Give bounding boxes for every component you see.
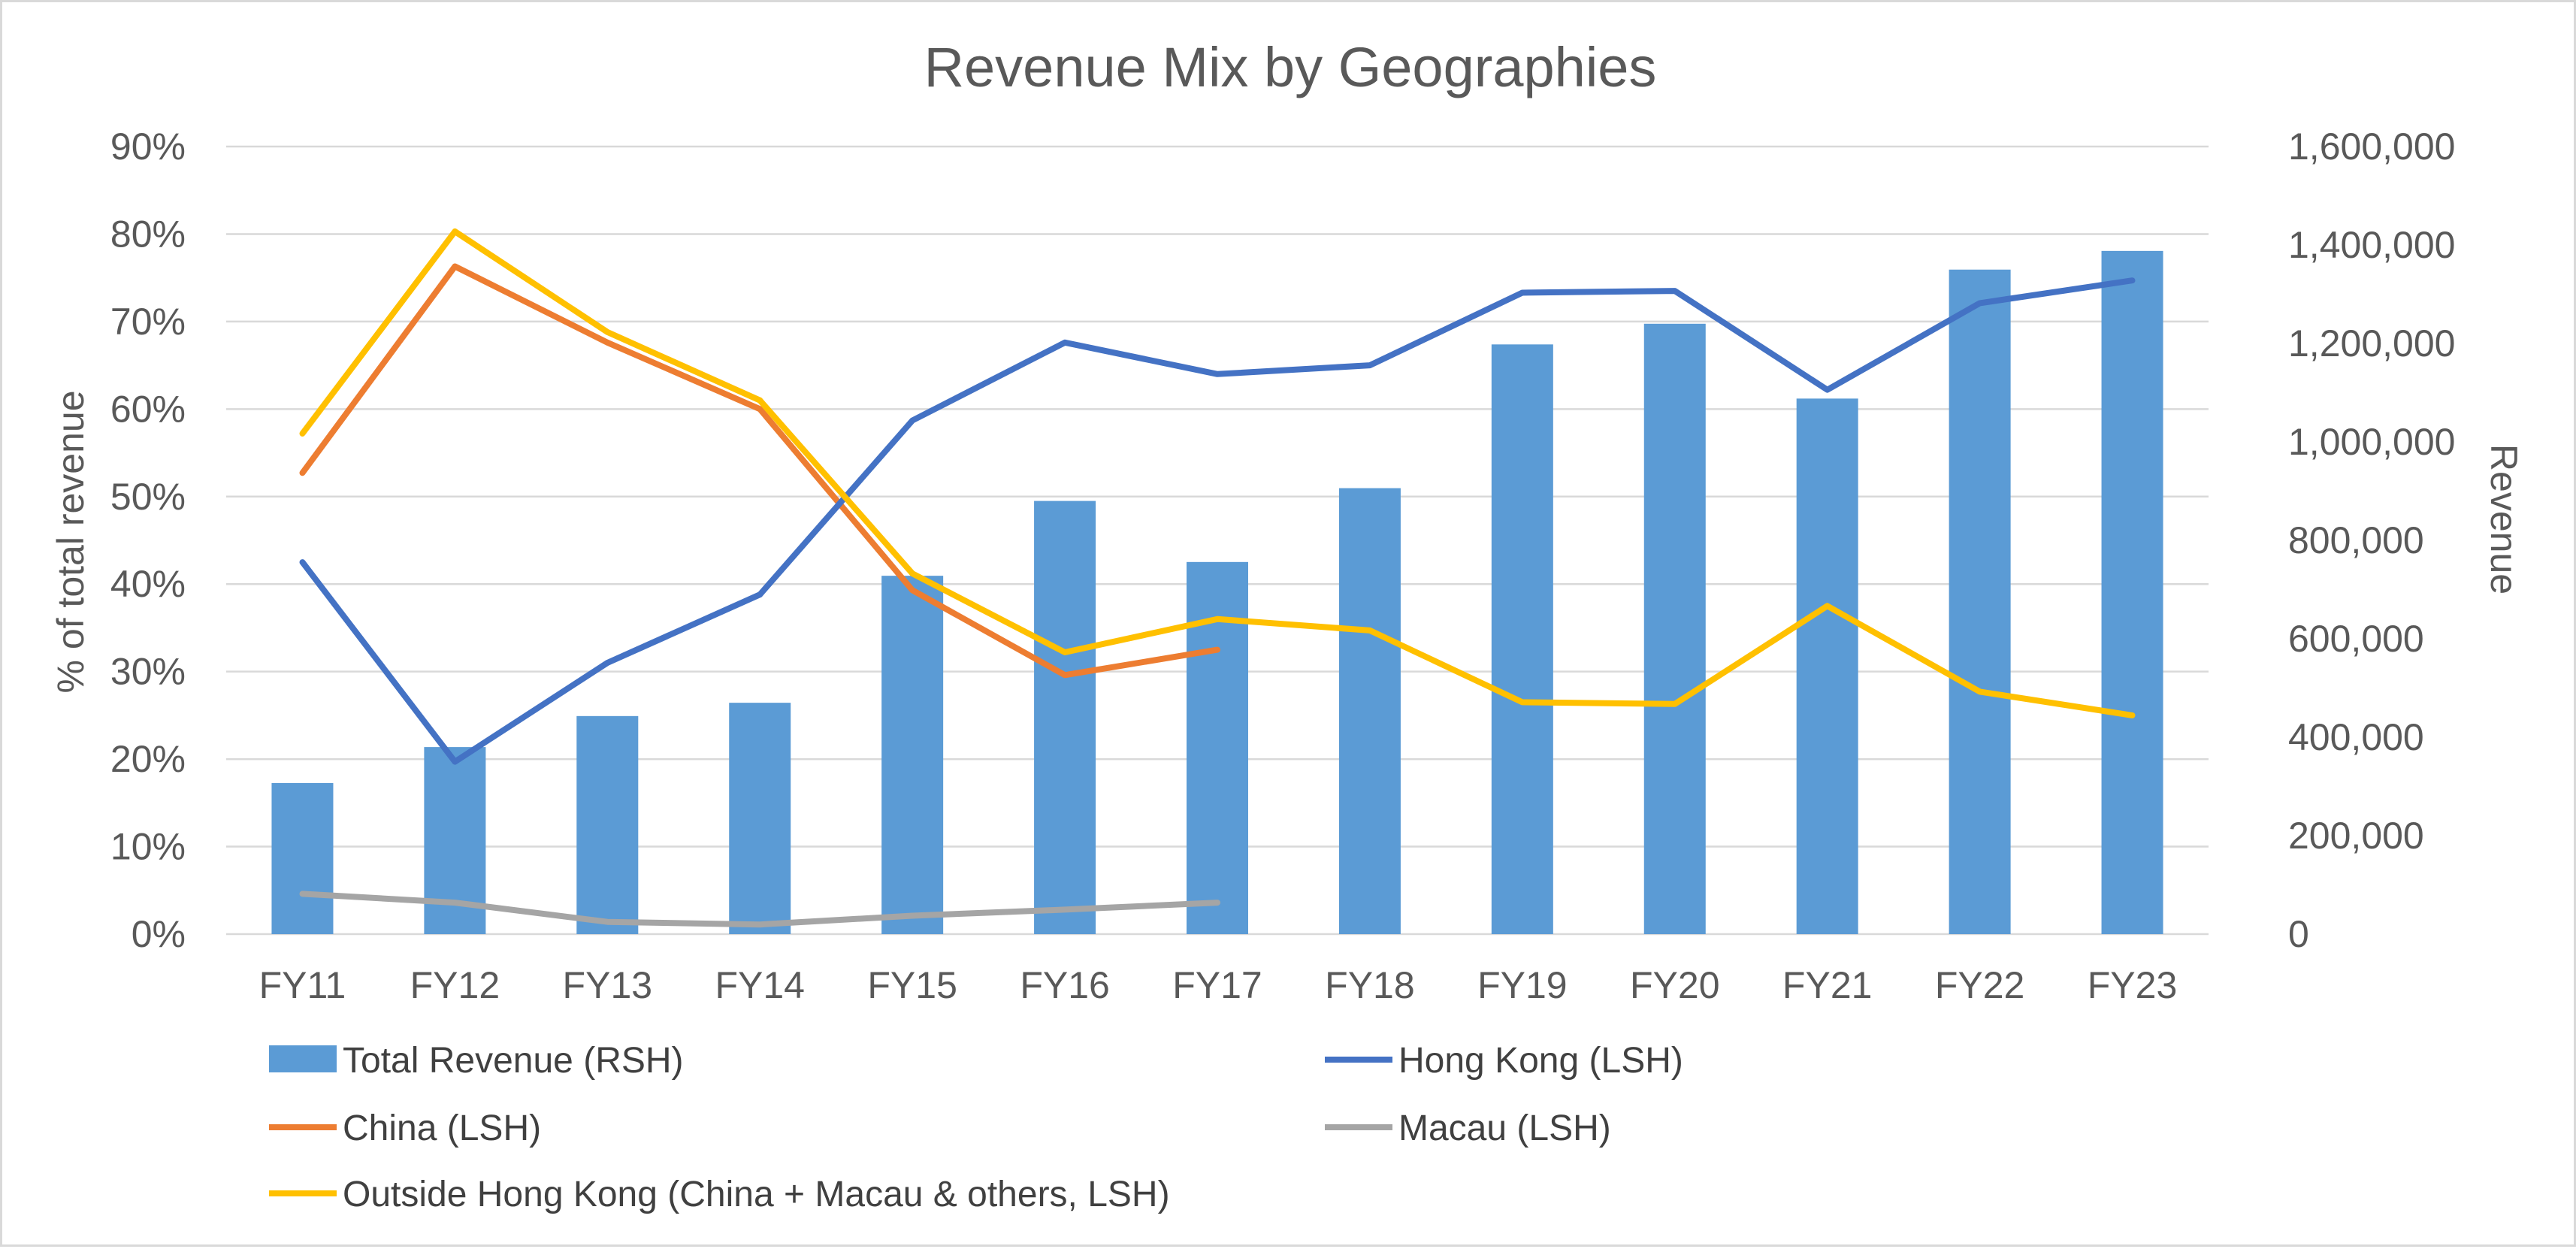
- right-tick-label: 200,000: [2288, 815, 2424, 857]
- bar-fy18: [1338, 488, 1401, 934]
- chart-title: Revenue Mix by Geographies: [924, 36, 1657, 98]
- x-tick-label-fy15: FY15: [867, 964, 957, 1006]
- x-tick-label-fy14: FY14: [715, 964, 805, 1006]
- x-axis-ticks: FY11 FY12 FY13 FY14 FY15 FY16 FY17 FY18 FY19 FY20…: [259, 964, 2178, 1006]
- legend-swatch: [269, 1045, 337, 1072]
- right-tick-label: 1,600,000: [2288, 126, 2455, 168]
- bar-fy15: [881, 576, 944, 934]
- left-tick-label: 30%: [110, 651, 186, 693]
- left-tick-label: 50%: [110, 476, 186, 518]
- bar-fy14: [729, 703, 791, 934]
- legend-item: Macau (LSH): [1325, 1108, 1611, 1148]
- left-tick-label: 60%: [110, 388, 186, 430]
- legend-item: Hong Kong (LSH): [1325, 1041, 1683, 1081]
- bar-series: [271, 250, 2163, 934]
- legend-label: Total Revenue (RSH): [343, 1041, 684, 1081]
- x-tick-label-fy21: FY21: [1782, 964, 1873, 1006]
- left-tick-label: 90%: [110, 126, 186, 168]
- bar-fy19: [1491, 344, 1553, 934]
- right-tick-label: 600,000: [2288, 618, 2424, 660]
- bar-fy11: [271, 782, 334, 934]
- x-tick-label-fy16: FY16: [1020, 964, 1110, 1006]
- legend-label: Hong Kong (LSH): [1398, 1041, 1683, 1081]
- x-tick-label-fy13: FY13: [563, 964, 653, 1006]
- left-tick-label: 70%: [110, 301, 186, 343]
- right-tick-label: 1,200,000: [2288, 322, 2455, 364]
- line-hong-hong-kong: [299, 277, 2136, 765]
- left-tick-label: 10%: [110, 826, 186, 868]
- line-outside: [299, 228, 2136, 718]
- x-tick-label-fy22: FY22: [1935, 964, 2025, 1006]
- right-tick-label: 1,000,000: [2288, 421, 2455, 463]
- x-tick-label-fy12: FY12: [410, 964, 500, 1006]
- right-tick-label: 0: [2288, 913, 2309, 955]
- line-china: [299, 263, 1220, 679]
- x-tick-label-fy18: FY18: [1325, 964, 1415, 1006]
- bar-fy16: [1034, 501, 1096, 934]
- x-tick-label-fy17: FY17: [1172, 964, 1262, 1006]
- bar-fy13: [576, 715, 639, 934]
- legend: Total Revenue (RSH) Hong Kong (LSH) China …: [269, 1041, 1683, 1214]
- left-tick-label: 0%: [132, 913, 186, 955]
- legend-label: Macau (LSH): [1398, 1108, 1611, 1148]
- legend-label: China (LSH): [343, 1108, 541, 1148]
- x-tick-label-fy19: FY19: [1477, 964, 1568, 1006]
- right-axis-ticks: 0 200,000 400,000 600,000 800,000 1,000,000 1,…: [2288, 126, 2455, 955]
- x-tick-label-fy11: FY11: [259, 964, 346, 1006]
- left-tick-label: 40%: [110, 563, 186, 605]
- left-axis-title: % of total revenue: [50, 390, 92, 693]
- left-axis-ticks: 0% 10% 20% 30% 40% 50% 60% 70% 80% 90%: [110, 126, 186, 955]
- right-axis-title: Revenue: [2483, 444, 2525, 594]
- bar-fy20: [1643, 323, 1706, 934]
- legend-item: Outside Hong Kong (China + Macau & other…: [269, 1175, 1170, 1214]
- line-series: [299, 228, 2136, 928]
- line-macau: [299, 891, 1220, 928]
- legend-item: Total Revenue (RSH): [269, 1041, 684, 1081]
- legend-item: China (LSH): [269, 1108, 541, 1148]
- right-tick-label: 1,400,000: [2288, 224, 2455, 266]
- left-tick-label: 20%: [110, 738, 186, 780]
- x-tick-label-fy20: FY20: [1630, 964, 1720, 1006]
- right-tick-label: 800,000: [2288, 519, 2424, 561]
- bar-fy21: [1796, 398, 1858, 934]
- legend-label: Outside Hong Kong (China + Macau & other…: [343, 1175, 1170, 1214]
- left-tick-label: 80%: [110, 213, 186, 255]
- x-tick-label-fy23: FY23: [2088, 964, 2178, 1006]
- bar-fy22: [1949, 269, 2011, 934]
- bar-fy23: [2101, 250, 2163, 934]
- right-tick-label: 400,000: [2288, 716, 2424, 758]
